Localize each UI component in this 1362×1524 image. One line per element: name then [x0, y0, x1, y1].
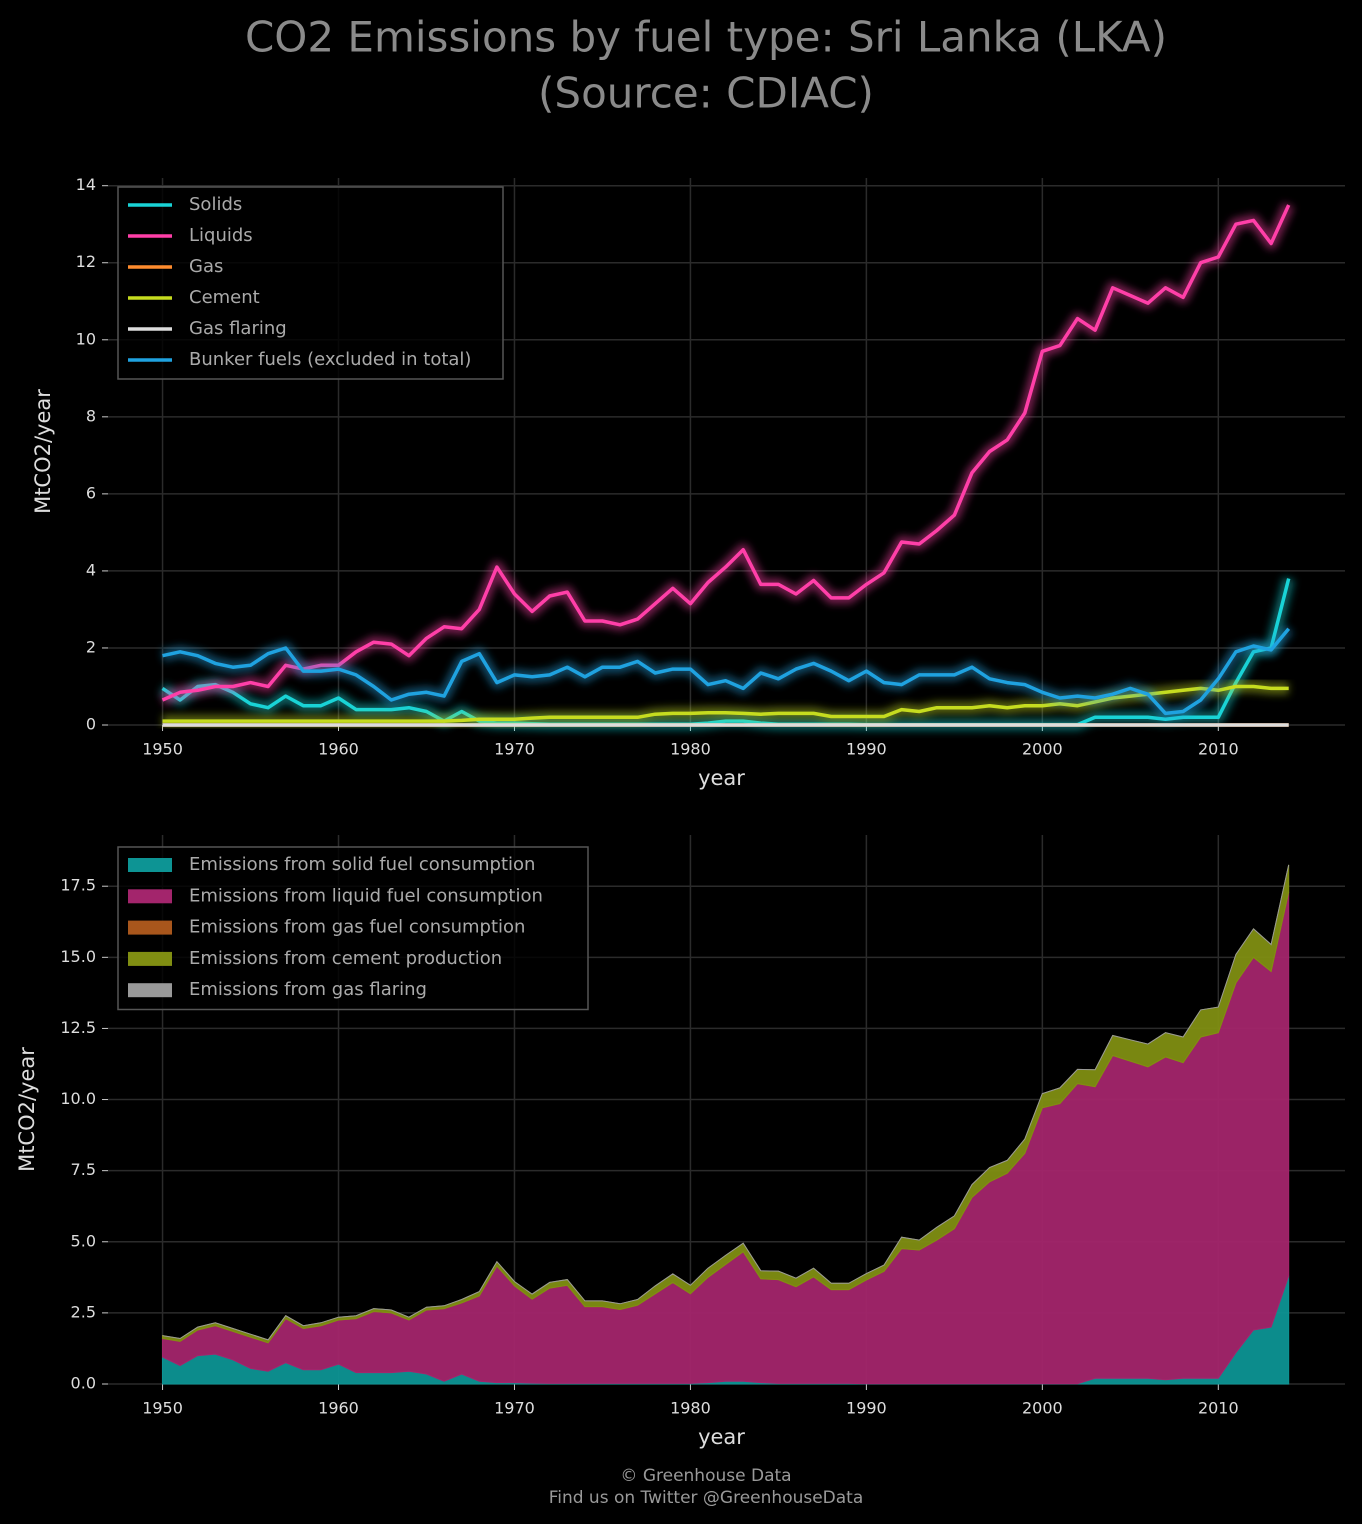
legend-box	[117, 846, 589, 1011]
y-tick-label: 0	[86, 715, 96, 734]
legend-label: Gas	[189, 256, 223, 277]
legend-label: Emissions from cement production	[189, 948, 502, 969]
chart-title: CO2 Emissions by fuel type: Sri Lanka (L…	[245, 13, 1167, 62]
legend-label: Emissions from liquid fuel consumption	[189, 885, 543, 906]
x-tick-label: 1990	[846, 740, 887, 759]
y-tick-label: 2	[86, 637, 96, 656]
x-tick-label: 1960	[318, 1399, 359, 1418]
y-tick-label: 6	[86, 483, 96, 502]
x-tick-label: 2000	[1022, 740, 1063, 759]
x-tick-label: 1980	[670, 1399, 711, 1418]
y-tick-label: 14	[76, 175, 96, 194]
y-tick-label: 7.5	[71, 1160, 96, 1179]
y-tick-label: 12.5	[60, 1018, 96, 1037]
legend-label: Solids	[189, 194, 242, 215]
legend-swatch	[128, 920, 172, 935]
legend-swatch	[128, 889, 172, 904]
legend-swatch	[128, 858, 172, 872]
y-tick-label: 2.5	[71, 1302, 96, 1321]
y-tick-label: 0.0	[71, 1374, 96, 1393]
x-tick-label: 1980	[670, 740, 711, 759]
legend-label: Emissions from solid fuel consumption	[189, 854, 535, 875]
line	[161, 204, 1291, 702]
legend-label: Bunker fuels (excluded in total)	[189, 349, 471, 370]
footer: Find us on Twitter @GreenhouseData	[549, 1488, 864, 1508]
x-tick-label: 1960	[318, 740, 359, 759]
x-tick-label: 1950	[142, 740, 183, 759]
y-tick-label: 10.0	[60, 1089, 96, 1108]
x-axis-label: year	[698, 1425, 745, 1449]
legend-label: Emissions from gas flaring	[189, 979, 427, 1000]
chart-subtitle: (Source: CDIAC)	[538, 69, 874, 118]
y-axis-label: MtCO2/year	[31, 389, 55, 514]
legend-label: Emissions from gas fuel consumption	[189, 917, 525, 938]
x-tick-label: 2000	[1022, 1399, 1063, 1418]
legend-box	[117, 186, 504, 380]
legend-label: Cement	[189, 287, 260, 308]
y-tick-label: 17.5	[60, 876, 96, 895]
legend-label: Gas flaring	[189, 318, 287, 339]
y-tick-label: 12	[76, 252, 96, 271]
y-tick-label: 8	[86, 406, 96, 425]
x-tick-label: 2010	[1198, 740, 1239, 759]
x-tick-label: 1990	[846, 1399, 887, 1418]
x-tick-label: 1970	[494, 740, 535, 759]
x-axis-label: year	[698, 766, 745, 790]
y-tick-label: 10	[76, 329, 96, 348]
area	[162, 864, 1290, 1341]
x-tick-label: 1950	[142, 1399, 183, 1418]
y-axis-label: MtCO2/year	[15, 1047, 39, 1172]
legend-swatch	[128, 983, 172, 998]
y-tick-label: 4	[86, 560, 96, 579]
x-tick-label: 1970	[494, 1399, 535, 1418]
y-tick-label: 5.0	[71, 1231, 96, 1250]
line	[162, 627, 1291, 716]
footer: © Greenhouse Data	[620, 1466, 791, 1486]
legend-label: Liquids	[189, 225, 253, 246]
x-tick-label: 2010	[1198, 1399, 1239, 1418]
legend-swatch	[128, 951, 172, 966]
y-tick-label: 15.0	[60, 947, 96, 966]
